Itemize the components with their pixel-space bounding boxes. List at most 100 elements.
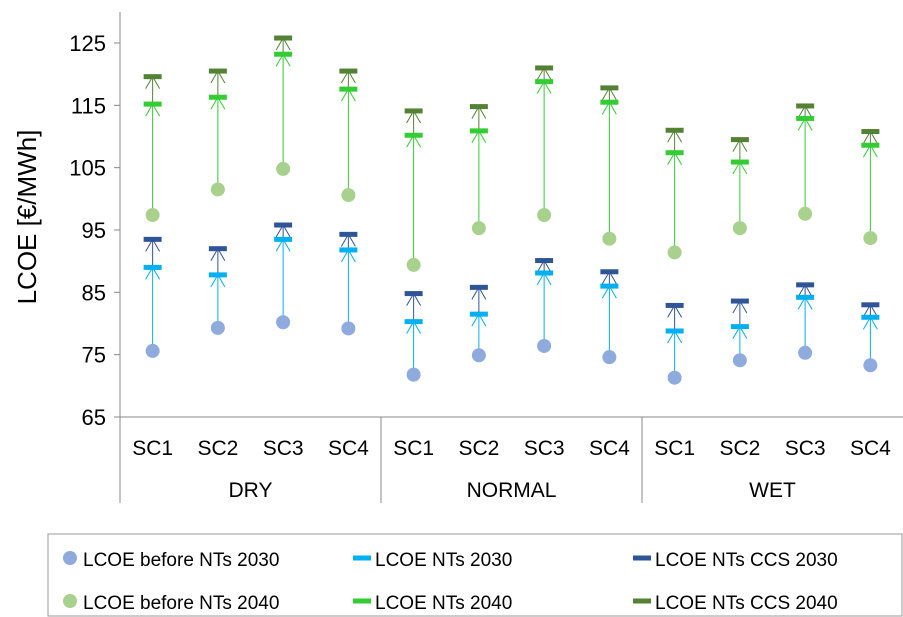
data-point bbox=[341, 321, 356, 336]
category-label: SC3 bbox=[524, 437, 565, 460]
data-point bbox=[339, 247, 358, 253]
category-label: SC2 bbox=[458, 437, 499, 460]
y-tick-label: 125 bbox=[69, 31, 106, 56]
data-point bbox=[339, 68, 358, 74]
category-label: SC1 bbox=[132, 437, 173, 460]
data-point bbox=[274, 51, 293, 57]
data-point bbox=[535, 258, 554, 264]
legend-label: LCOE NTs CCS 2030 bbox=[655, 550, 838, 571]
error-arrows bbox=[145, 37, 878, 378]
data-point bbox=[665, 302, 684, 308]
data-point bbox=[210, 182, 225, 197]
data-point bbox=[863, 358, 878, 373]
data-point bbox=[404, 319, 423, 325]
data-point bbox=[732, 353, 747, 368]
data-point bbox=[535, 65, 554, 71]
data-point bbox=[600, 269, 619, 275]
category-label: SC3 bbox=[785, 437, 826, 460]
legend-label: LCOE before NTs 2040 bbox=[83, 593, 279, 614]
data-point bbox=[730, 298, 749, 304]
data-point bbox=[469, 311, 488, 317]
data-point bbox=[602, 350, 617, 365]
data-point bbox=[667, 370, 682, 385]
legend-label: LCOE NTs CCS 2040 bbox=[655, 593, 838, 614]
data-point bbox=[274, 222, 293, 228]
data-point bbox=[339, 86, 358, 92]
data-point bbox=[471, 221, 486, 236]
y-tick-label: 85 bbox=[82, 280, 106, 305]
data-point bbox=[730, 159, 749, 165]
data-point bbox=[208, 272, 227, 278]
data-point bbox=[406, 367, 421, 382]
legend-box bbox=[47, 533, 903, 617]
data-point bbox=[341, 188, 356, 203]
data-point bbox=[276, 161, 291, 176]
legend-marker bbox=[633, 598, 651, 604]
y-axis-label: LCOE [€/MWh] bbox=[12, 130, 42, 305]
category-label: SC4 bbox=[850, 437, 891, 460]
legend-marker bbox=[353, 555, 371, 561]
category-label: SC1 bbox=[393, 437, 434, 460]
data-point bbox=[730, 324, 749, 330]
data-point bbox=[667, 245, 682, 260]
data-point bbox=[730, 137, 749, 143]
data-point bbox=[143, 236, 162, 242]
data-point bbox=[600, 99, 619, 105]
data-point bbox=[469, 128, 488, 134]
data-point bbox=[535, 270, 554, 276]
data-marks bbox=[143, 35, 880, 385]
y-tick-label: 115 bbox=[71, 93, 106, 118]
group-label: NORMAL bbox=[467, 479, 557, 502]
y-tick-label: 95 bbox=[82, 218, 106, 243]
data-point bbox=[406, 257, 421, 272]
category-label: SC2 bbox=[719, 437, 760, 460]
data-point bbox=[537, 208, 552, 223]
data-point bbox=[798, 206, 813, 221]
data-point bbox=[471, 348, 486, 363]
data-point bbox=[404, 291, 423, 297]
data-point bbox=[339, 231, 358, 237]
legend-marker bbox=[63, 594, 77, 608]
data-point bbox=[665, 328, 684, 334]
data-point bbox=[143, 74, 162, 80]
data-point bbox=[143, 264, 162, 270]
data-point bbox=[600, 283, 619, 289]
legend-label: LCOE before NTs 2030 bbox=[83, 550, 279, 571]
data-point bbox=[145, 343, 160, 358]
chart-axes: 65 75 85 95 105 115 125 bbox=[69, 12, 903, 503]
data-point bbox=[469, 284, 488, 290]
legend-label: LCOE NTs 2030 bbox=[375, 550, 512, 571]
legend-marker bbox=[353, 598, 371, 604]
category-label: SC1 bbox=[654, 437, 695, 460]
data-point bbox=[798, 345, 813, 360]
legend-marker bbox=[633, 555, 651, 561]
data-point bbox=[796, 282, 815, 288]
data-point bbox=[274, 236, 293, 242]
data-point bbox=[796, 115, 815, 121]
data-point bbox=[535, 79, 554, 85]
category-label: SC4 bbox=[589, 437, 630, 460]
data-point bbox=[861, 314, 880, 320]
y-tick-label: 75 bbox=[82, 343, 106, 368]
data-point bbox=[665, 150, 684, 156]
data-point bbox=[404, 108, 423, 114]
data-point bbox=[861, 142, 880, 148]
data-point bbox=[600, 85, 619, 91]
chart-legend: LCOE before NTs 2030 LCOE NTs 2030 LCOE NT… bbox=[47, 533, 903, 617]
data-point bbox=[863, 231, 878, 246]
data-point bbox=[861, 302, 880, 308]
data-point bbox=[208, 68, 227, 74]
data-point bbox=[469, 104, 488, 110]
group-label: DRY bbox=[229, 479, 273, 502]
category-label: SC2 bbox=[197, 437, 238, 460]
data-point bbox=[404, 132, 423, 138]
category-label: SC4 bbox=[328, 437, 369, 460]
data-point bbox=[861, 129, 880, 135]
data-point bbox=[732, 221, 747, 236]
data-point bbox=[665, 127, 684, 133]
data-point bbox=[796, 294, 815, 300]
data-point bbox=[145, 208, 160, 223]
data-point bbox=[537, 338, 552, 353]
group-label: WET bbox=[749, 479, 796, 502]
